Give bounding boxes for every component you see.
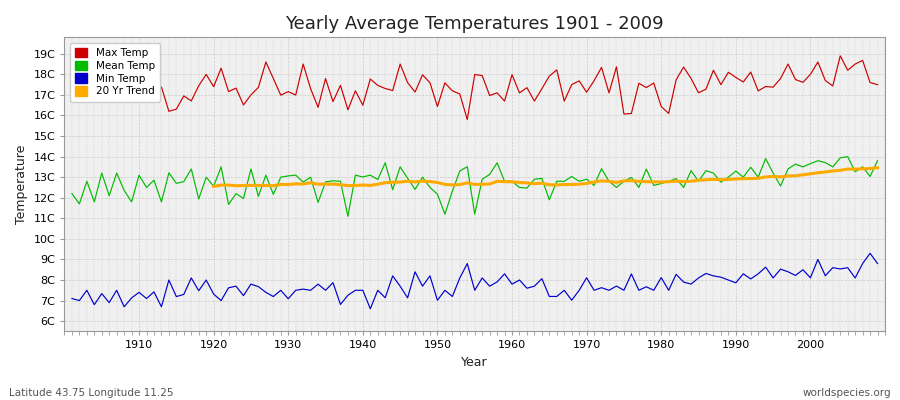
Text: Latitude 43.75 Longitude 11.25: Latitude 43.75 Longitude 11.25 [9,388,174,398]
X-axis label: Year: Year [462,356,488,369]
Legend: Max Temp, Mean Temp, Min Temp, 20 Yr Trend: Max Temp, Mean Temp, Min Temp, 20 Yr Tre… [69,42,160,102]
Title: Yearly Average Temperatures 1901 - 2009: Yearly Average Temperatures 1901 - 2009 [285,15,664,33]
Text: worldspecies.org: worldspecies.org [803,388,891,398]
Y-axis label: Temperature: Temperature [15,145,28,224]
